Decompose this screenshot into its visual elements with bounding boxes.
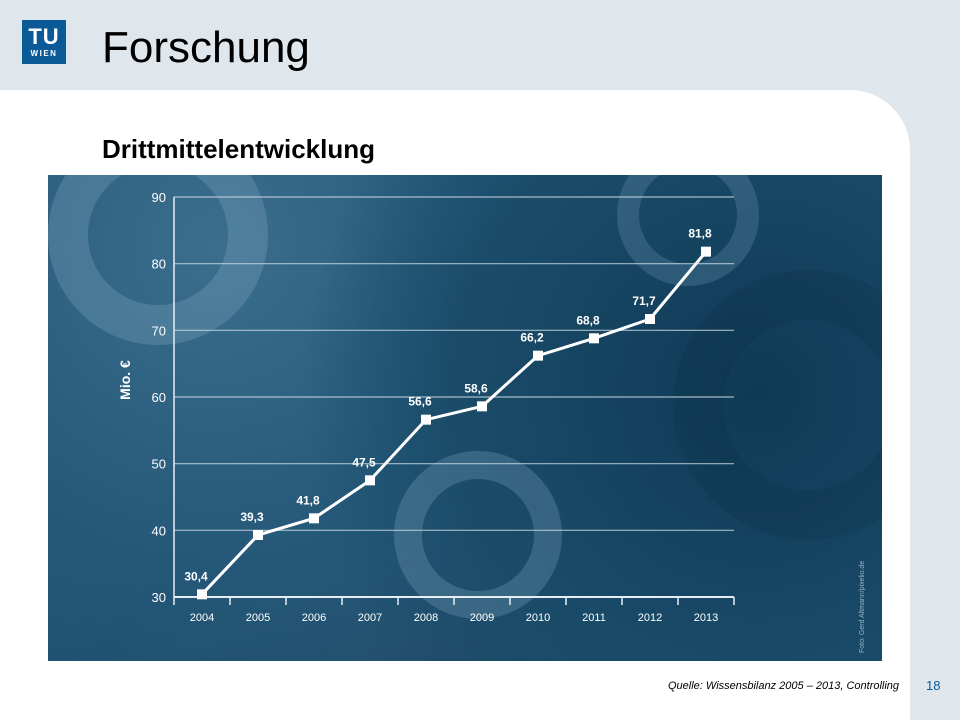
data-label: 47,5 (352, 455, 376, 469)
page-title: Forschung (102, 23, 310, 72)
data-label: 66,2 (520, 331, 544, 345)
tu-wien-logo: TU WIEN (22, 20, 66, 64)
logo-text-wien: WIEN (30, 48, 58, 58)
slide-subtitle: Drittmittelentwicklung (102, 134, 376, 164)
x-tick-label: 2013 (694, 612, 718, 624)
data-point (533, 350, 543, 361)
data-point (421, 414, 431, 425)
series-line (200, 250, 708, 596)
data-point (197, 589, 207, 600)
axes (173, 197, 735, 605)
data-label: 58,6 (464, 381, 488, 395)
data-label: 71,7 (632, 294, 656, 308)
y-tick-label: 70 (152, 323, 166, 338)
data-point (645, 314, 655, 324)
x-tick-label: 2007 (358, 612, 382, 624)
x-tick-label: 2012 (638, 612, 662, 624)
data-label: 68,8 (576, 313, 600, 327)
x-tick-label: 2011 (582, 612, 606, 624)
data-label: 81,8 (688, 227, 712, 241)
x-tick-label: 2010 (526, 612, 550, 624)
x-tick-label: 2006 (302, 612, 326, 624)
source-note: Quelle: Wissensbilanz 2005 – 2013, Contr… (668, 680, 900, 692)
background-gears (48, 175, 882, 619)
y-tick-label: 50 (152, 457, 166, 472)
data-point (253, 530, 263, 540)
x-tick-label: 2008 (414, 612, 438, 624)
photo-credit: Foto: Gerd Altmann/pixelio.de (859, 561, 866, 653)
x-tick-label: 2004 (190, 612, 214, 624)
data-point (589, 333, 599, 344)
x-tick-labels: 2004 2005 2006 2007 2008 2009 2010 2011 2012 2013 (190, 612, 718, 624)
data-label: 41,8 (296, 493, 320, 507)
x-tick-label: 2005 (246, 612, 270, 624)
data-point (365, 475, 375, 486)
logo-text-tu: TU (28, 23, 60, 49)
data-point (477, 401, 487, 412)
y-tick-label: 30 (152, 590, 166, 605)
data-label: 30,4 (184, 569, 208, 583)
y-tick-label: 60 (152, 390, 166, 405)
y-tick-labels: 30 40 50 60 70 80 90 (152, 190, 166, 605)
data-labels: 30,4 39,3 41,8 47,5 56,6 58,6 66,2 68,8 71,7 81,8 (184, 227, 712, 584)
data-point (309, 513, 319, 524)
grid-lines (174, 196, 734, 531)
y-tick-label: 90 (152, 190, 166, 205)
data-series (197, 246, 711, 600)
y-tick-label: 80 (152, 257, 166, 272)
chart-panel: 30 40 50 60 70 80 90 2004 2005 2006 2007 2008 2009 2… (48, 175, 882, 661)
data-label: 39,3 (240, 510, 264, 524)
page-number: 18 (926, 678, 941, 693)
data-label: 56,6 (408, 395, 432, 409)
data-point (701, 246, 711, 257)
x-tick-label: 2009 (470, 612, 494, 624)
y-tick-label: 40 (152, 523, 166, 538)
y-axis-label: Mio. € (117, 360, 133, 400)
